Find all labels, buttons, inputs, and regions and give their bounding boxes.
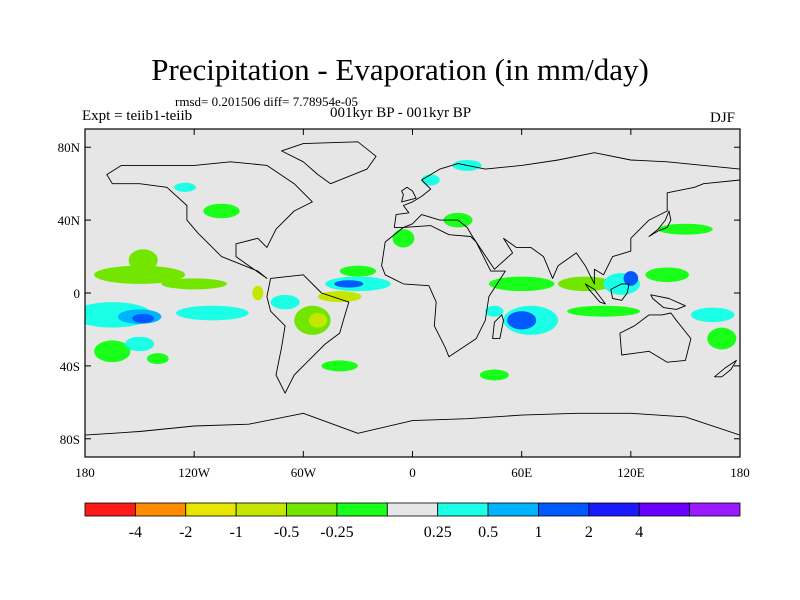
coastline-japan: [648, 210, 672, 237]
map-background: [85, 129, 740, 457]
anomaly-region: [128, 249, 158, 272]
lon-tick-label: 0: [409, 465, 416, 480]
colorbar-label: -0.5: [274, 524, 299, 541]
lon-tick-label: 180: [730, 465, 750, 480]
lat-tick-label: 80N: [58, 140, 81, 155]
coastline-antarctica: [85, 412, 740, 436]
anomaly-region: [161, 278, 227, 290]
anomaly-region: [645, 267, 690, 283]
colorbar-label: -4: [129, 524, 142, 541]
colorbar-swatch: [286, 502, 338, 517]
anomaly-region: [392, 229, 415, 248]
anomaly-region: [125, 336, 155, 352]
coastline-british-isles: [401, 186, 417, 203]
colorbar-swatch: [487, 502, 539, 517]
lon-tick-label: 120E: [617, 465, 645, 480]
anomaly-region: [567, 305, 640, 317]
lat-tick-label: 0: [74, 286, 81, 301]
anomaly-region: [132, 313, 155, 324]
coastline-sumatra: [584, 283, 606, 305]
anomaly-region: [485, 305, 504, 317]
coastline-layer: [85, 141, 740, 436]
period-label: 001kyr BP - 001kyr BP: [330, 105, 472, 121]
plot-title: Precipitation - Evaporation (in mm/day): [151, 52, 649, 87]
anomaly-region: [174, 182, 196, 192]
colorbar-swatch: [185, 502, 237, 517]
colorbar-label: 1: [534, 524, 542, 541]
anomaly-region: [507, 311, 537, 330]
experiment-label: Expt = teiib1-teiib: [82, 108, 193, 124]
colorbar: -4 -2 -1 -0.5 -0.25 0.25 0.5 1 2 4: [84, 502, 741, 541]
colorbar-swatch: [638, 502, 691, 517]
coastline-south-america: [266, 274, 350, 394]
anomaly-region: [94, 265, 186, 284]
anomaly-region: [488, 276, 555, 292]
colorbar-label: 2: [585, 524, 593, 541]
coastline-new-guinea: [650, 294, 686, 310]
colorbar-swatch: [84, 502, 136, 517]
anomaly-layer: [85, 159, 737, 381]
anomaly-region: [321, 360, 358, 372]
lat-tick-label: 80S: [60, 432, 80, 447]
colorbar-swatch: [235, 502, 287, 517]
lon-tick-label: 60E: [511, 465, 532, 480]
anomaly-region: [203, 203, 240, 219]
coastline-australia: [619, 312, 692, 363]
anomaly-region: [690, 307, 735, 323]
coastline-greenland: [281, 141, 377, 185]
coastline-new-zealand: [714, 359, 737, 378]
anomaly-region: [270, 294, 300, 310]
lon-tick-label: 120W: [178, 465, 211, 480]
colorbar-label: -2: [179, 524, 192, 541]
anomaly-region: [146, 353, 169, 365]
season-label: DJF: [710, 110, 736, 126]
coastline-madagascar: [492, 314, 504, 340]
lon-tick-label: 60W: [291, 465, 317, 480]
axis-layer: 80N 40N 0 40S 80S 180 120W 60W 0 60E 120E 180: [58, 129, 750, 480]
colorbar-label: 4: [635, 524, 643, 541]
colorbar-label: 0.25: [424, 524, 452, 541]
lon-tick-label: 180: [75, 465, 95, 480]
coastline-north-america: [106, 161, 313, 279]
colorbar-swatch: [588, 502, 640, 517]
colorbar-swatch: [437, 502, 489, 517]
colorbar-label: -1: [229, 524, 242, 541]
coastline-eurasia: [393, 152, 740, 285]
colorbar-label: 0.5: [478, 524, 498, 541]
colorbar-swatch: [336, 502, 388, 517]
colorbar-swatch: [689, 502, 741, 517]
anomaly-region: [339, 265, 377, 277]
coastline-africa: [381, 225, 506, 358]
colorbar-label: -0.25: [320, 524, 353, 541]
anomaly-region: [94, 340, 131, 363]
lat-tick-label: 40S: [60, 359, 80, 374]
anomaly-region: [317, 291, 362, 303]
coastline-borneo: [610, 283, 630, 301]
anomaly-region: [252, 285, 264, 301]
lat-tick-label: 40N: [58, 213, 81, 228]
anomaly-region: [175, 305, 249, 321]
anomaly-region: [479, 369, 509, 381]
anomaly-region: [308, 313, 327, 328]
anomaly-region: [658, 223, 713, 235]
colorbar-swatch: [134, 502, 187, 517]
anomaly-region: [623, 271, 639, 286]
anomaly-region: [421, 174, 440, 186]
anomaly-region: [707, 327, 737, 350]
stats-line: rmsd= 0.201506 diff= 7.78954e-05: [175, 94, 359, 109]
colorbar-swatch: [538, 502, 590, 517]
anomaly-region: [334, 280, 364, 288]
colorbar-swatch: [386, 502, 439, 517]
